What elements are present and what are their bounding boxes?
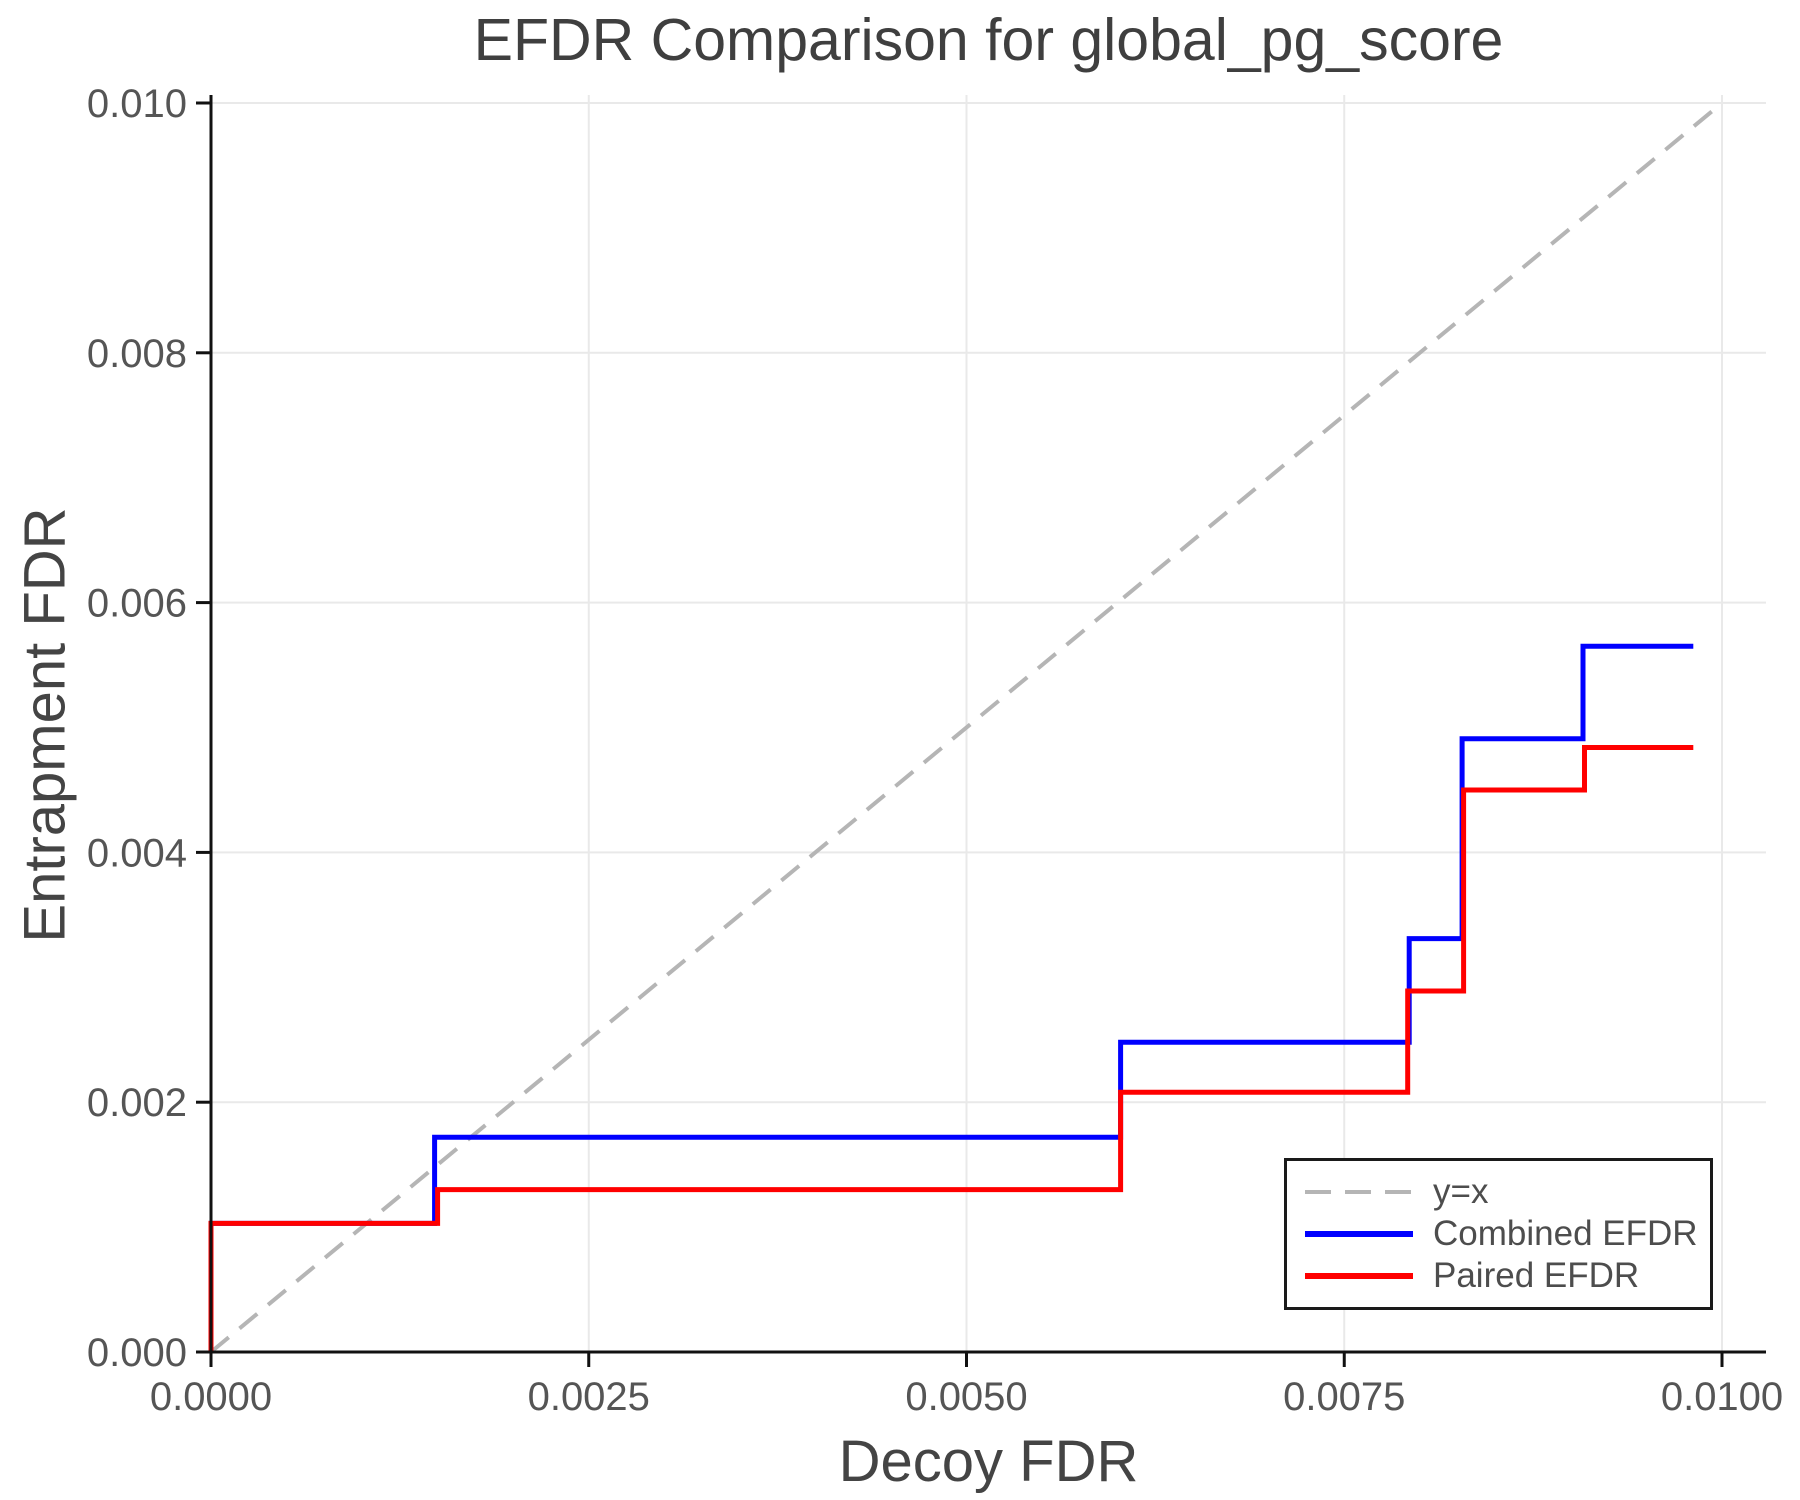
- y-tick-label: 0.008: [87, 332, 187, 376]
- red-line-sample-icon: [1305, 1273, 1413, 1279]
- y-tick-label: 0.006: [87, 582, 187, 626]
- y-tick-label: 0.004: [87, 831, 187, 875]
- x-tick-label: 0.0025: [528, 1375, 650, 1419]
- x-tick-label: 0.0100: [1661, 1375, 1783, 1419]
- y-tick-label: 0.010: [87, 82, 187, 126]
- x-tick-label: 0.0075: [1283, 1375, 1405, 1419]
- legend-item-combined-efdr: Combined EFDR: [1303, 1214, 1710, 1253]
- series-line-paired-efdr: [208, 745, 1694, 1352]
- x-tick-label: 0.0050: [905, 1375, 1027, 1419]
- blue-line-sample-icon: [1305, 1231, 1413, 1237]
- identity-line: [209, 101, 1724, 1354]
- legend-label: y=x: [1433, 1172, 1489, 1211]
- y-axis-label: Entrapment FDR: [12, 507, 78, 943]
- legend-label: Paired EFDR: [1433, 1256, 1640, 1295]
- dashed-line-sample-icon: [1305, 1190, 1413, 1194]
- y-tick-label: 0.002: [87, 1081, 187, 1125]
- x-axis-label: Decoy FDR: [838, 1429, 1139, 1494]
- y-tick-label: 0.000: [87, 1331, 187, 1375]
- legend: y=x Combined EFDR Paired EFDR: [1284, 1158, 1713, 1310]
- chart-title: EFDR Comparison for global_pg_score: [473, 7, 1504, 73]
- legend-label: Combined EFDR: [1433, 1214, 1698, 1253]
- x-tick-label: 0.0000: [150, 1375, 272, 1419]
- legend-item-paired-efdr: Paired EFDR: [1303, 1256, 1710, 1295]
- legend-item-identity-line: y=x: [1303, 1172, 1710, 1211]
